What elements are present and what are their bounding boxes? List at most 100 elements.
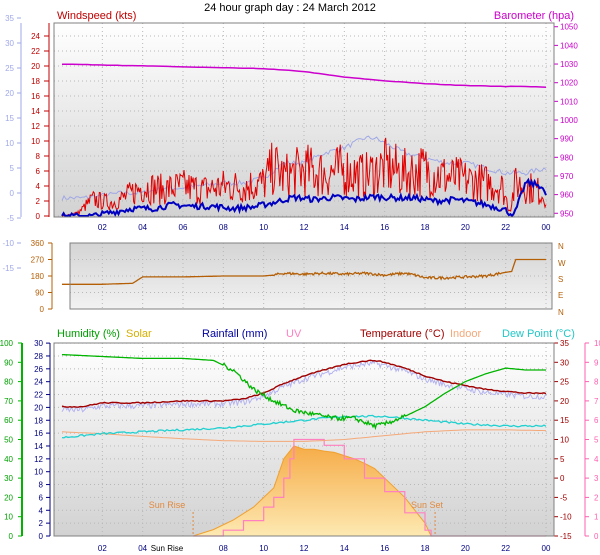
- x-tick-label: 14: [340, 544, 349, 553]
- temperature-line: [61, 359, 547, 408]
- windspeed-tick-label: 0: [36, 212, 41, 221]
- barometer-tick-label: 960: [560, 191, 574, 200]
- temp-panel-series: [61, 353, 547, 537]
- outer-scale-tick-label: 30: [5, 39, 14, 48]
- x-tick-label: 08: [219, 223, 228, 232]
- outer-scale-tick-label: 0: [10, 189, 15, 198]
- x-tick-label: 02: [98, 544, 107, 553]
- windspeed-tick-label: 8: [36, 152, 41, 161]
- temperature-tick-label: -10: [560, 513, 572, 522]
- solar-rainfall-tick-label: 28: [34, 352, 43, 361]
- solar-rainfall-tick-label: 8: [39, 481, 44, 490]
- x-tick-label: 22: [501, 223, 510, 232]
- x-tick-label: 00: [542, 223, 551, 232]
- temperature-tick-label: -15: [560, 532, 572, 541]
- uv-tick-label: 4: [594, 455, 599, 464]
- barometer-tick-label: 950: [560, 209, 574, 218]
- legend-indoor: Indoor: [450, 328, 482, 340]
- humidity-tick-label: 90: [4, 358, 13, 367]
- compass-label: E: [558, 291, 563, 300]
- barometer-tick-label: 990: [560, 135, 574, 144]
- legend-solar: Solar: [126, 328, 152, 340]
- wind-panel-series: [61, 63, 547, 218]
- humidity-tick-label: 0: [9, 532, 14, 541]
- outer-scale-line: [61, 135, 547, 201]
- windspeed-tick-label: 22: [31, 47, 40, 56]
- temperature-tick-label: 20: [560, 397, 569, 406]
- outer-scale-tick-label: -5: [7, 214, 15, 223]
- temperature-tick-label: 35: [560, 339, 569, 348]
- temperature-tick-label: 0: [560, 474, 565, 483]
- chart-title: 24 hour graph day : 24 March 2012: [204, 2, 376, 14]
- x-tick-label: 18: [421, 544, 430, 553]
- outer-scale-tick-label: 25: [5, 64, 14, 73]
- barometer-tick-label: 1020: [560, 79, 578, 88]
- direction-tick-label: 90: [35, 289, 44, 298]
- barometer-tick-label: 1030: [560, 60, 578, 69]
- x-tick-label: 00: [542, 544, 551, 553]
- windspeed-average-line: [61, 177, 547, 218]
- direction-tick-label: 270: [31, 256, 45, 265]
- x-tick-label: 02: [98, 223, 107, 232]
- uv-tick-label: 8: [594, 378, 599, 387]
- solar-area: [192, 445, 432, 537]
- temperature-tick-label: 25: [560, 378, 569, 387]
- temperature-variation-line: [61, 359, 547, 413]
- x-tick-label: 22: [501, 544, 510, 553]
- sun-rise-axis-label: Sun Rise: [151, 544, 184, 553]
- temperature-tick-label: 10: [560, 436, 569, 445]
- x-tick-label: 12: [300, 223, 309, 232]
- temperature-tick-label: 15: [560, 416, 569, 425]
- solar-rainfall-tick-label: 24: [34, 378, 43, 387]
- x-tick-label: 20: [461, 544, 470, 553]
- windspeed-tick-label: 2: [36, 197, 41, 206]
- x-tick-label: 18: [421, 223, 430, 232]
- temperature-tick-label: -5: [560, 493, 568, 502]
- solar-rainfall-tick-label: 26: [34, 365, 43, 374]
- temperature-tick-label: 5: [560, 455, 565, 464]
- compass-label: S: [558, 275, 563, 284]
- barometer-tick-label: 970: [560, 172, 574, 181]
- windspeed-tick-label: 20: [31, 62, 40, 71]
- solar-rainfall-tick-label: 18: [34, 416, 43, 425]
- solar-rainfall-tick-label: 22: [34, 391, 43, 400]
- windspeed-tick-label: 12: [31, 122, 40, 131]
- barometer-tick-label: 1010: [560, 97, 578, 106]
- x-tick-label: 12: [300, 544, 309, 553]
- uv-tick-label: 2: [594, 493, 599, 502]
- temp-panel-frame: [53, 342, 555, 537]
- compass-label: W: [558, 259, 566, 268]
- outer-scale-tick-label: 10: [5, 139, 14, 148]
- sun-set-label: Sun Set: [411, 500, 444, 510]
- outer-scale-tick-label: 35: [5, 14, 14, 23]
- legend-uv: UV: [286, 328, 302, 340]
- windspeed-tick-label: 16: [31, 92, 40, 101]
- legend: Humidity (%) Solar Rainfall (mm) UV Temp…: [57, 328, 575, 340]
- windspeed-tick-label: 10: [31, 137, 40, 146]
- uv-tick-label: 7: [594, 397, 599, 406]
- legend-dewpoint: Dew Point (°C): [502, 328, 575, 340]
- humidity-tick-label: 60: [4, 416, 13, 425]
- barometer-line: [62, 63, 547, 89]
- windspeed-tick-label: 14: [31, 107, 40, 116]
- legend-humidity: Humidity (%): [57, 328, 120, 340]
- x-tick-label: 16: [380, 223, 389, 232]
- solar-rainfall-tick-label: 6: [39, 493, 44, 502]
- windspeed-tick-label: 4: [36, 182, 41, 191]
- solar-rainfall-tick-label: 12: [34, 455, 43, 464]
- outer-scale-tick-label: -15: [2, 264, 14, 273]
- windspeed-tick-label: 6: [36, 167, 41, 176]
- windspeed-tick-label: 18: [31, 77, 40, 86]
- solar-rainfall-tick-label: 2: [39, 519, 44, 528]
- uv-tick-label: 3: [594, 474, 599, 483]
- barometer-tick-label: 1040: [560, 41, 578, 50]
- x-tick-label: 16: [380, 544, 389, 553]
- temperature-tick-label: 30: [560, 358, 569, 367]
- wind-direction-line: [62, 258, 546, 285]
- windspeed-tick-label: 24: [31, 32, 40, 41]
- direction-panel-series: [62, 258, 546, 285]
- uv-tick-label: 9: [594, 358, 599, 367]
- humidity-tick-label: 10: [4, 513, 13, 522]
